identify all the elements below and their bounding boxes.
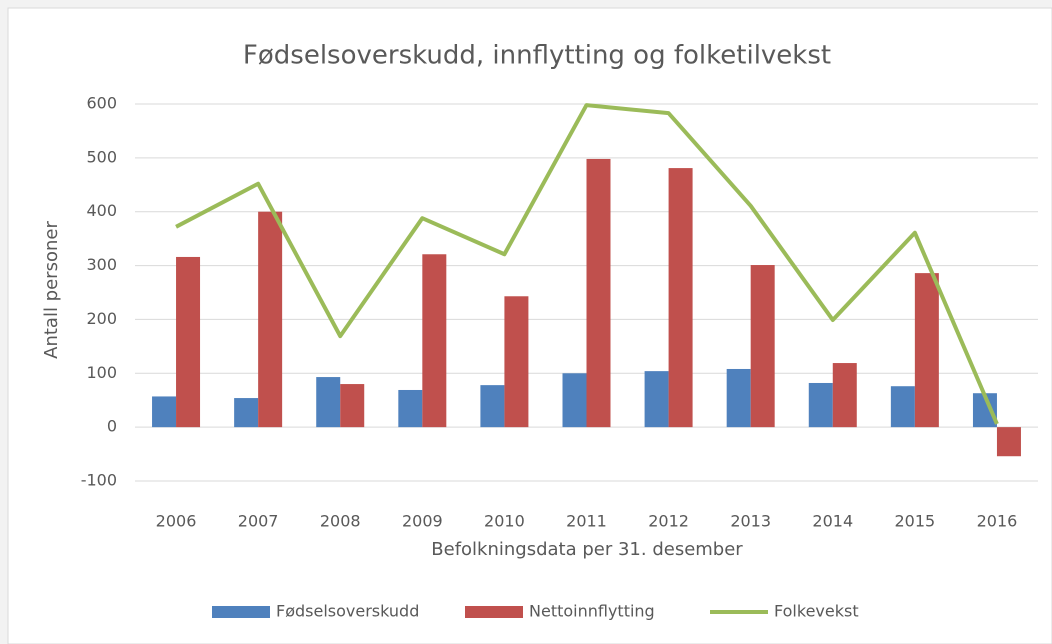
- x-tick-label: 2014: [812, 512, 853, 531]
- bar: [258, 211, 283, 428]
- x-tick-label: 2008: [320, 512, 361, 531]
- y-tick-label: 100: [86, 363, 117, 382]
- y-tick-label: 400: [86, 201, 117, 220]
- y-axis-label: Antall personer: [41, 221, 62, 359]
- bar: [750, 265, 775, 428]
- bar: [152, 396, 177, 428]
- legend-label: Nettoinnflytting: [529, 602, 655, 621]
- x-tick-label: 2010: [484, 512, 525, 531]
- bar: [234, 398, 259, 428]
- y-tick-label: 600: [86, 94, 117, 113]
- x-tick-label: 2007: [238, 512, 279, 531]
- bar: [398, 389, 423, 428]
- bar: [562, 373, 587, 428]
- bar: [316, 377, 341, 428]
- y-tick-label: 0: [107, 417, 117, 436]
- bar: [726, 368, 751, 428]
- bar: [422, 254, 447, 428]
- bar: [340, 384, 365, 428]
- y-tick-label: -100: [81, 471, 117, 490]
- chart-title: Fødselsoverskudd, innflytting og folketi…: [243, 41, 831, 71]
- x-axis-label: Befolkningsdata per 31. desember: [431, 539, 743, 560]
- x-tick-label: 2006: [156, 512, 197, 531]
- y-tick-label: 500: [86, 147, 117, 166]
- bar: [586, 158, 611, 428]
- bar: [176, 256, 201, 428]
- bar: [996, 427, 1021, 457]
- legend-swatch: [465, 606, 523, 618]
- legend-swatch: [212, 606, 270, 618]
- bar: [808, 382, 833, 428]
- bar: [668, 168, 693, 428]
- y-tick-label: 300: [86, 255, 117, 274]
- line: [175, 103, 999, 425]
- x-tick-label: 2009: [402, 512, 443, 531]
- bar: [644, 371, 669, 428]
- legend-label: Folkevekst: [774, 602, 859, 621]
- x-tick-label: 2013: [730, 512, 771, 531]
- bar: [480, 385, 505, 428]
- x-tick-label: 2015: [895, 512, 936, 531]
- bar: [832, 363, 857, 428]
- x-tick-label: 2011: [566, 512, 607, 531]
- bar: [914, 273, 939, 428]
- legend-label: Fødselsoverskudd: [276, 602, 419, 621]
- bar: [504, 296, 529, 428]
- x-tick-label: 2016: [977, 512, 1018, 531]
- bar: [890, 386, 915, 428]
- x-tick-label: 2012: [648, 512, 689, 531]
- y-tick-label: 200: [86, 309, 117, 328]
